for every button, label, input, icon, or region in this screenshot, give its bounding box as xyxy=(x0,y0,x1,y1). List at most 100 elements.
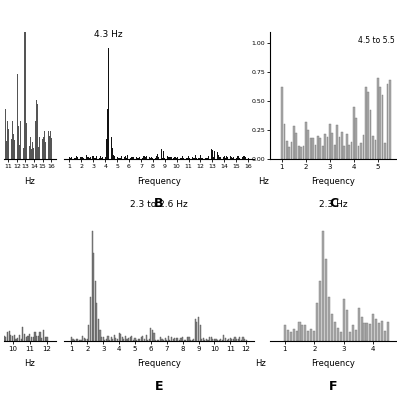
Bar xyxy=(284,325,286,341)
Bar xyxy=(38,147,39,159)
Bar xyxy=(7,332,8,341)
Bar xyxy=(157,154,158,159)
Bar xyxy=(93,156,94,159)
Bar xyxy=(138,339,139,341)
Bar xyxy=(87,339,88,341)
Bar xyxy=(169,157,170,159)
Bar xyxy=(188,156,189,159)
Bar xyxy=(375,319,378,341)
Bar xyxy=(81,158,82,159)
Bar xyxy=(213,157,214,159)
Bar xyxy=(366,323,368,341)
Bar xyxy=(293,329,295,341)
Bar xyxy=(289,331,292,341)
Text: Hz: Hz xyxy=(255,359,266,368)
Bar xyxy=(246,340,247,341)
Bar xyxy=(176,158,177,159)
Bar xyxy=(18,127,19,159)
Bar xyxy=(181,158,182,159)
Bar xyxy=(104,340,105,341)
Bar xyxy=(372,314,374,341)
Bar xyxy=(295,331,298,341)
Text: B: B xyxy=(154,197,164,210)
Bar xyxy=(151,157,152,159)
Bar xyxy=(206,158,207,159)
Bar xyxy=(113,155,114,159)
Bar xyxy=(201,158,202,159)
Bar xyxy=(325,258,327,341)
Bar xyxy=(106,339,107,341)
Bar xyxy=(222,340,223,341)
Bar xyxy=(218,154,219,159)
Bar xyxy=(301,325,303,341)
Bar xyxy=(237,156,238,159)
Bar xyxy=(106,139,107,159)
Bar xyxy=(307,331,309,341)
Bar xyxy=(163,340,164,341)
Bar xyxy=(130,158,131,159)
Bar xyxy=(4,135,5,159)
Bar xyxy=(212,150,213,159)
Bar xyxy=(223,158,224,159)
Bar xyxy=(144,156,145,159)
Bar xyxy=(209,337,210,341)
Bar xyxy=(46,337,48,341)
Bar xyxy=(5,337,6,341)
Bar xyxy=(84,338,85,341)
Bar xyxy=(202,158,203,159)
Bar xyxy=(158,339,159,341)
Bar xyxy=(387,84,388,159)
Bar xyxy=(346,134,347,159)
Bar xyxy=(6,141,7,159)
Bar xyxy=(319,281,321,341)
Bar xyxy=(13,134,14,159)
Bar xyxy=(121,156,122,159)
Bar xyxy=(149,339,150,341)
Bar xyxy=(152,330,153,341)
Bar xyxy=(149,156,150,159)
Bar xyxy=(155,340,156,341)
Bar xyxy=(201,339,202,341)
Bar xyxy=(168,157,169,159)
Bar xyxy=(114,156,115,159)
Bar xyxy=(238,156,239,159)
Bar xyxy=(226,156,227,159)
Bar xyxy=(51,137,52,159)
Bar xyxy=(160,337,161,341)
Bar xyxy=(161,149,162,159)
Bar xyxy=(12,121,13,159)
Bar xyxy=(25,32,26,159)
Bar xyxy=(219,340,220,341)
Bar xyxy=(138,158,139,159)
Bar xyxy=(8,331,10,341)
Bar xyxy=(180,158,181,159)
Bar xyxy=(88,156,89,159)
Bar xyxy=(95,158,96,159)
Bar xyxy=(114,335,115,341)
Text: Frequency: Frequency xyxy=(137,359,181,368)
Bar xyxy=(74,158,75,159)
Bar xyxy=(111,337,112,341)
Bar xyxy=(42,139,43,159)
Bar xyxy=(231,339,232,341)
Bar xyxy=(387,322,389,341)
Bar xyxy=(101,158,102,159)
Bar xyxy=(324,133,326,159)
Bar xyxy=(10,335,12,341)
Bar xyxy=(75,158,76,159)
Bar xyxy=(152,158,153,159)
Bar xyxy=(38,336,39,341)
Bar xyxy=(243,156,244,159)
Bar xyxy=(313,331,315,341)
Bar xyxy=(293,127,295,159)
Bar xyxy=(187,158,188,159)
Bar xyxy=(384,331,386,341)
Text: F: F xyxy=(329,380,338,393)
Bar xyxy=(228,339,229,341)
Bar xyxy=(30,137,31,159)
Bar xyxy=(112,148,113,159)
Bar xyxy=(141,337,142,341)
Bar xyxy=(109,340,110,341)
Bar xyxy=(19,335,20,341)
Bar xyxy=(83,158,84,159)
